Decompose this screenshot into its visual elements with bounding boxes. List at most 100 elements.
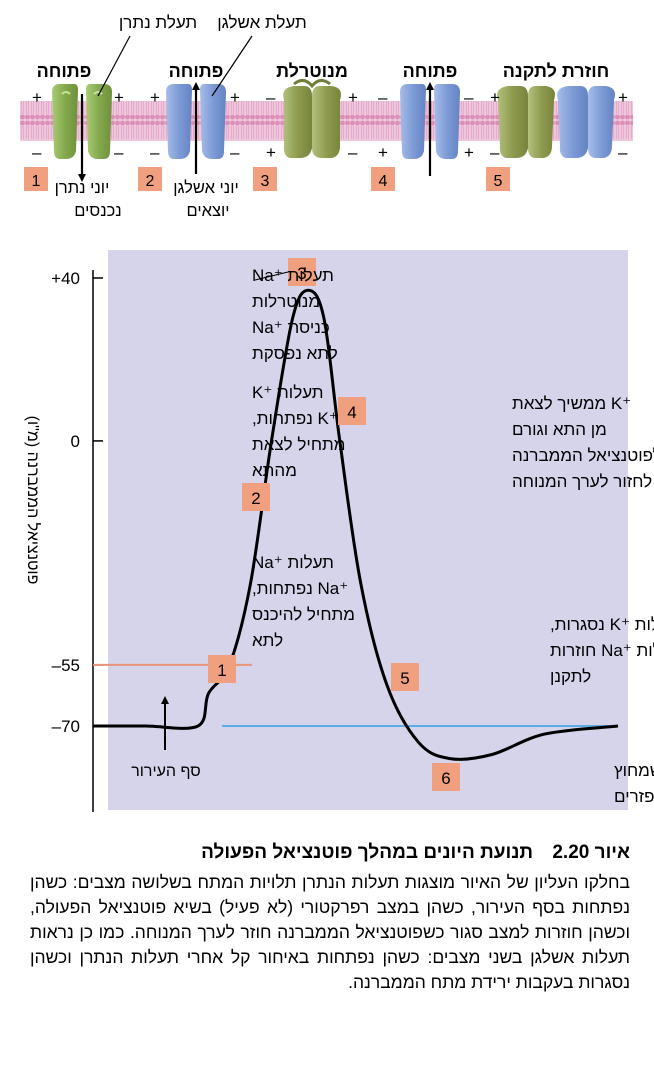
phase-3-line-2: מנוטרלות xyxy=(252,292,320,311)
charge-minus: – xyxy=(464,88,474,107)
threshold-label: סף העירור xyxy=(131,763,201,780)
charge-plus: + xyxy=(490,88,500,107)
charge-plus: + xyxy=(618,88,628,107)
svg-text:6: 6 xyxy=(441,769,450,788)
phase-number-box-4: 4 xyxy=(338,397,366,425)
figure-number: איור 2.20 xyxy=(552,842,630,863)
na-channel-inactivated-3 xyxy=(283,79,341,158)
phase-5-line-1: תעלות ‎K⁺‎ נסגרות, xyxy=(550,615,654,634)
membrane-charges: + + – – + + – – – + + – – – + + + + – – xyxy=(32,88,628,162)
phase-6-line-1: עודפי ‎K⁺‎ שמחוץ xyxy=(614,761,654,780)
svg-text:2: 2 xyxy=(146,173,155,190)
phase-1-line-2: ‎Na⁺‎ נפתחות, xyxy=(252,579,348,598)
charge-plus: + xyxy=(150,88,160,107)
svg-text:4: 4 xyxy=(379,173,388,190)
svg-text:2: 2 xyxy=(251,489,260,508)
state-label-5: חוזרת לתקנה xyxy=(503,61,610,81)
charge-minus: – xyxy=(348,143,358,162)
na-ions-label-line2: נכנסים xyxy=(74,202,121,220)
phase-1-line-1: תעלות ‎Na⁺‎ xyxy=(252,553,334,572)
state-number-box-5: 5 xyxy=(486,167,510,191)
phase-2-line-2: ‎K⁺‎ נפתחות, xyxy=(252,409,338,428)
phase-number-box-1: 1 xyxy=(208,655,236,683)
phase-4-line-1: ‎K⁺‎ ממשיך לצאת xyxy=(512,394,631,413)
state-label-2: פתוחה xyxy=(169,61,224,81)
svg-text:3: 3 xyxy=(297,264,306,283)
phase-1-line-4: לתא xyxy=(252,631,283,650)
k-channel-open-4 xyxy=(400,84,460,159)
y-axis-label: פוטנציאל הממברנה (מ"ו) xyxy=(24,416,42,585)
phase-3-line-3: כניסת ‎Na⁺‎ xyxy=(252,318,330,337)
y-ticks: +40 0 –55 –70 xyxy=(51,269,103,736)
phase-1-line-3: מתחיל להיכנס xyxy=(252,605,355,624)
charge-plus: + xyxy=(230,88,240,107)
phase-3-line-1: תעלות ‎Na⁺‎ xyxy=(252,266,334,285)
charge-minus: – xyxy=(490,143,500,162)
charge-plus: + xyxy=(464,143,474,162)
na-channel-resetting-5 xyxy=(497,86,555,158)
charge-plus: + xyxy=(348,88,358,107)
state-number-box-3: 3 xyxy=(253,167,277,191)
charge-minus: – xyxy=(378,88,388,107)
charge-minus: – xyxy=(32,143,42,162)
action-potential-figure: תעלת נתרן תעלת אשלגן פתוחה פתוחה מנוטרלת… xyxy=(20,13,654,812)
svg-text:3: 3 xyxy=(261,173,270,190)
caption-title: תנועת היונים במהלך פוטנציאל הפעולה xyxy=(201,842,534,863)
state-number-box-1: 1 xyxy=(24,167,48,191)
state-label-4: פתוחה xyxy=(403,61,458,81)
channel-panel: תעלת נתרן תעלת אשלגן פתוחה פתוחה מנוטרלת… xyxy=(20,13,633,220)
k-channel-closed-5 xyxy=(557,86,615,158)
action-potential-curve xyxy=(92,288,619,761)
k-channel-leader xyxy=(211,35,253,97)
phase-number-box-3: 3 xyxy=(288,258,316,286)
na-channel-open-1 xyxy=(52,84,112,159)
y-tick-label: +40 xyxy=(51,269,80,288)
na-ions-label-line1: יוני נתרן xyxy=(55,179,110,197)
phase-2-line-3: מתחיל לצאת xyxy=(252,435,345,454)
k-ions-label-line2: יוצאים xyxy=(186,202,229,220)
phase-5-line-3: לתקנן xyxy=(550,667,591,686)
svg-text:4: 4 xyxy=(347,403,356,422)
phase-number-box-6: 6 xyxy=(432,763,460,791)
state-label-3: מנוטרלת xyxy=(276,61,348,81)
y-tick-label: –55 xyxy=(52,656,80,675)
state-number-box-4: 4 xyxy=(371,167,395,191)
phase-3-leader xyxy=(254,271,289,281)
charge-minus: – xyxy=(114,143,124,162)
svg-text:5: 5 xyxy=(494,173,503,190)
caption-title-row: איור 2.20 תנועת היונים במהלך פוטנציאל הפ… xyxy=(30,842,630,864)
svg-text:1: 1 xyxy=(32,173,41,190)
phase-3-line-4: לתא נפסקת xyxy=(252,344,338,363)
action-potential-graph: +40 0 –55 –70 פוטנציאל הממברנה (מ"ו) סף העי… xyxy=(24,250,654,812)
na-channel-leader xyxy=(97,35,131,97)
y-tick-label: 0 xyxy=(71,432,80,451)
y-tick-label: –70 xyxy=(52,717,80,736)
na-channel-annotation: תעלת נתרן xyxy=(119,13,197,32)
charge-minus: – xyxy=(230,143,240,162)
phase-4-line-4: לחזור לערך המנוחה xyxy=(512,472,652,491)
phase-number-box-5: 5 xyxy=(391,663,419,691)
phase-4-line-2: מן התא וגורם xyxy=(512,420,607,439)
state-label-1: פתוחה xyxy=(37,61,92,81)
phase-2-line-1: תעלות ‎K⁺‎ xyxy=(252,383,324,402)
phase-2-line-4: מהתא xyxy=(252,461,297,480)
svg-text:5: 5 xyxy=(400,669,409,688)
phase-5-line-2: תעלות ‎Na⁺‎ חוזרות xyxy=(550,641,654,660)
charge-plus: + xyxy=(266,143,276,162)
k-ions-label-line1: יוני אשלגן xyxy=(173,179,239,197)
k-channel-annotation: תעלת אשלגן xyxy=(217,13,306,32)
state-number-box-2: 2 xyxy=(138,167,162,191)
phase-number-box-2: 2 xyxy=(242,483,270,511)
charge-plus: + xyxy=(32,88,42,107)
phase-6-line-2: לתא מתפזרים xyxy=(614,787,654,806)
k-channel-open-2 xyxy=(166,84,226,159)
charge-plus: + xyxy=(114,88,124,107)
charge-minus: – xyxy=(266,88,276,107)
caption-text: בחלקו העליון של האיור מוצגות תעלות הנתרן… xyxy=(30,872,630,992)
plot-background xyxy=(108,250,628,810)
svg-text:1: 1 xyxy=(217,661,226,680)
charge-plus: + xyxy=(378,143,388,162)
charge-minus: – xyxy=(618,143,628,162)
charge-minus: – xyxy=(150,143,160,162)
figure-caption: איור 2.20 תנועת היונים במהלך פוטנציאל הפ… xyxy=(30,842,630,995)
